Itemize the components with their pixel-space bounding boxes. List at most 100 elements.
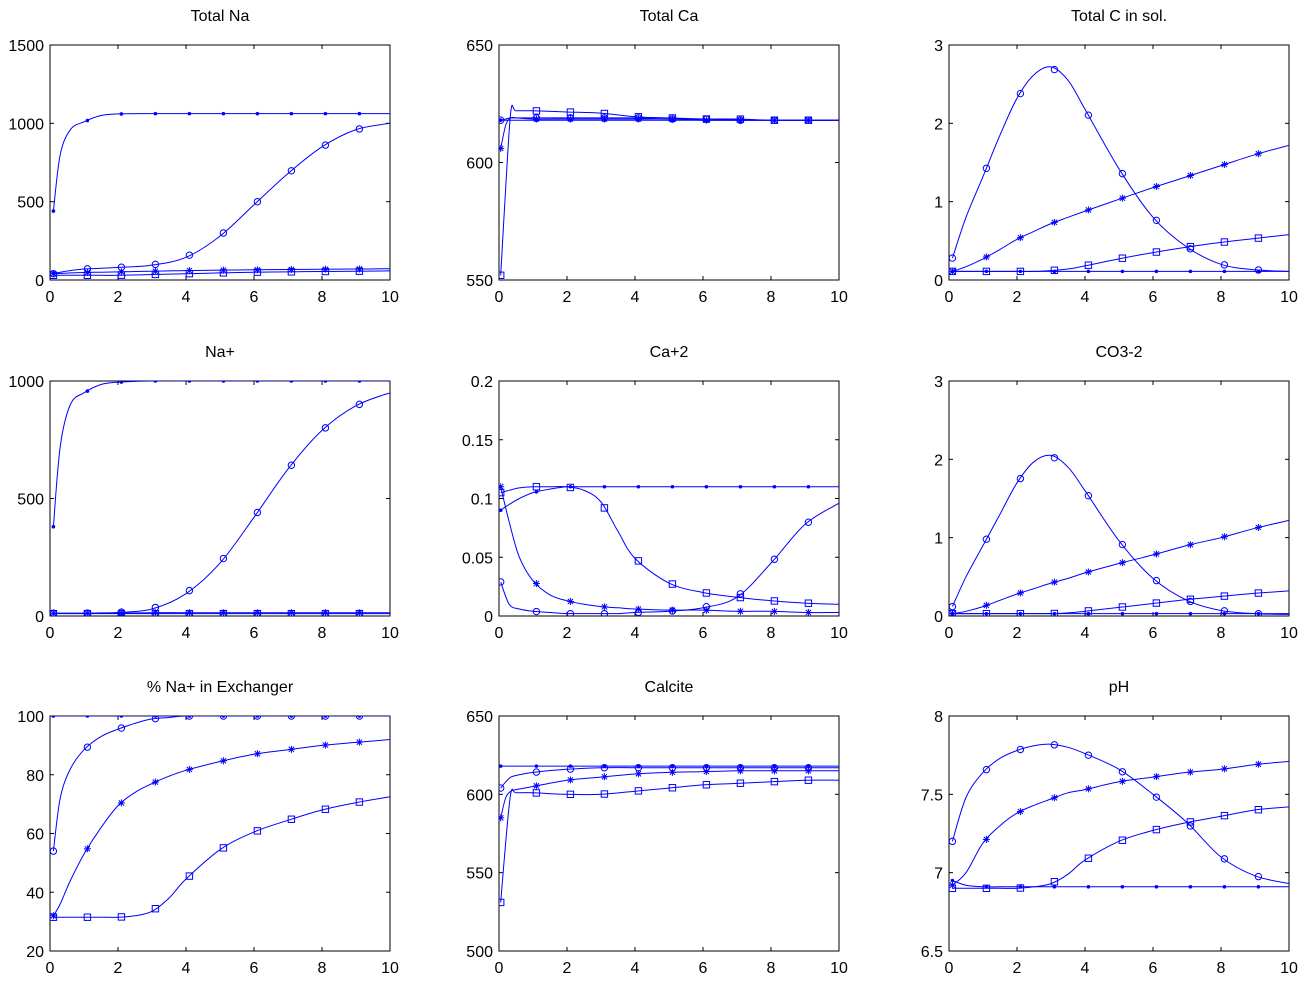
chart-8-series-1-marker-6 bbox=[1152, 793, 1161, 801]
chart-6-series-1-marker-5 bbox=[219, 716, 228, 720]
chart-8-series-0-marker-0 bbox=[950, 878, 955, 883]
chart-3-series-3-marker-1 bbox=[83, 609, 92, 616]
chart-4-series-3-marker-0 bbox=[499, 488, 505, 497]
chart-0-series-3-marker-0 bbox=[50, 271, 58, 280]
chart-4-series-0-marker-9 bbox=[806, 484, 811, 489]
chart-2-series-1-marker-9 bbox=[1254, 266, 1263, 274]
chart-4-series-1-marker-9 bbox=[804, 518, 813, 526]
chart-3-series-3-marker-7 bbox=[287, 609, 296, 616]
chart-0-series-3-marker-8 bbox=[321, 267, 330, 276]
chart-8-ytick-label-0: 6.5 bbox=[921, 944, 943, 961]
chart-2-series-3-marker-4 bbox=[1084, 261, 1093, 269]
chart-6-xtick-label-4: 8 bbox=[318, 960, 327, 977]
chart-7-series-2-marker-6 bbox=[702, 768, 710, 776]
chart-panel-7: Calcite 0 2 4 6 8 10 500 550 600 650 bbox=[466, 679, 848, 977]
chart-4-xtick-label-2: 4 bbox=[631, 625, 640, 642]
chart-3-series-0-marker-9 bbox=[357, 381, 362, 383]
chart-7-series-0-marker-5 bbox=[670, 764, 675, 768]
chart-2-series-3-marker-2 bbox=[1016, 267, 1025, 276]
chart-6-series-3-marker-7 bbox=[287, 815, 296, 823]
chart-7-xtick-label-3: 6 bbox=[699, 960, 708, 977]
chart-3-series-0-marker-6 bbox=[255, 381, 260, 383]
chart-7-series-3-marker-6 bbox=[702, 781, 711, 789]
chart-2-series-2-marker-5 bbox=[1118, 194, 1126, 202]
chart-4-series-0-marker-0 bbox=[499, 508, 503, 513]
chart-6-series-0-marker-1 bbox=[85, 716, 90, 718]
chart-4-xtick-label-5: 10 bbox=[830, 625, 848, 642]
chart-6-series-3-marker-8 bbox=[321, 805, 330, 813]
chart-5-series-3-marker-7 bbox=[1186, 595, 1195, 603]
chart-2-series-2-line bbox=[952, 144, 1289, 272]
chart-4-series-1-marker-8 bbox=[770, 555, 779, 563]
chart-6-series-3-marker-9 bbox=[355, 798, 364, 806]
chart-panel-1: Total Ca 0 2 4 6 8 10 550 600 650 bbox=[466, 8, 848, 306]
chart-2-series-1-marker-5 bbox=[1118, 169, 1127, 178]
chart-panel-3: Na+ 0 2 4 6 8 10 0 500 1000 bbox=[8, 344, 399, 642]
chart-4-series-3-marker-9 bbox=[804, 599, 813, 607]
chart-4-series-1-marker-7 bbox=[736, 590, 745, 598]
chart-1-series-3-marker-4 bbox=[634, 113, 643, 121]
chart-8-series-3-marker-1 bbox=[982, 884, 991, 893]
chart-panel-4: Ca+2 0 2 4 6 8 10 0 0.05 0.1 0.15 0.2 bbox=[462, 344, 848, 642]
chart-5-series-2-marker-7 bbox=[1186, 541, 1194, 549]
chart-7-series-3-line bbox=[500, 779, 839, 903]
chart-5-ytick-label-2: 2 bbox=[934, 452, 943, 469]
chart-7-ytick-label-1: 550 bbox=[466, 866, 493, 883]
chart-8-series-2-marker-2 bbox=[1016, 808, 1024, 816]
chart-3-series-3-marker-8 bbox=[321, 609, 330, 616]
chart-6-series-2-marker-3 bbox=[151, 778, 159, 786]
chart-6-series-3-marker-6 bbox=[253, 827, 262, 835]
chart-3-series-1-marker-9 bbox=[355, 400, 364, 409]
chart-4-series-3-marker-2 bbox=[566, 483, 575, 492]
chart-7-series-1-line bbox=[500, 767, 839, 789]
chart-1-series-3-line bbox=[500, 104, 839, 276]
chart-3-series-0-marker-0 bbox=[51, 524, 56, 529]
chart-8-series-0-marker-6 bbox=[1154, 884, 1159, 889]
chart-8-series-1-line bbox=[951, 743, 1289, 885]
chart-3-series-1-marker-4 bbox=[185, 586, 194, 595]
chart-8-series-0-marker-8 bbox=[1222, 884, 1227, 889]
chart-5-series-3-marker-3 bbox=[1050, 609, 1059, 616]
chart-3-series-0-marker-1 bbox=[85, 389, 90, 393]
chart-6-series-1-marker-9 bbox=[355, 716, 364, 720]
chart-6-series-2-marker-0 bbox=[50, 912, 57, 920]
chart-7-series-2-marker-3 bbox=[600, 773, 608, 781]
chart-6-series-1-marker-7 bbox=[287, 716, 296, 720]
chart-2-series-1-marker-2 bbox=[1016, 89, 1025, 98]
chart-4-series-2-marker-1 bbox=[532, 580, 540, 588]
chart-2-series-1-marker-8 bbox=[1220, 261, 1229, 269]
chart-6-series-1-marker-0 bbox=[50, 847, 58, 855]
chart-0-series-3-marker-4 bbox=[185, 269, 194, 278]
chart-8-series-0-marker-5 bbox=[1120, 884, 1125, 889]
chart-0-series-1-marker-7 bbox=[287, 167, 296, 175]
chart-panel-5: CO3-2 0 2 4 6 8 10 0 1 2 3 bbox=[934, 344, 1298, 642]
chart-1-series-3-marker-7 bbox=[736, 115, 745, 123]
chart-4-xtick-label-0: 0 bbox=[495, 625, 504, 642]
chart-5-xtick-label-1: 2 bbox=[1013, 625, 1022, 642]
chart-7-xtick-label-0: 0 bbox=[495, 960, 504, 977]
chart-6-series-3-marker-1 bbox=[83, 913, 92, 921]
chart-6-series-3-marker-0 bbox=[50, 913, 58, 921]
chart-2-series-0-marker-5 bbox=[1120, 269, 1125, 274]
chart-2-series-0-marker-8 bbox=[1222, 269, 1227, 274]
chart-3-series-0-line bbox=[52, 381, 390, 527]
chart-2-xtick-label-4: 8 bbox=[1217, 289, 1226, 306]
chart-8-ytick-label-2: 7.5 bbox=[921, 787, 943, 804]
chart-3-series-1-marker-6 bbox=[253, 508, 262, 517]
chart-6-series-3-marker-4 bbox=[185, 872, 194, 880]
chart-2-series-1-marker-6 bbox=[1152, 216, 1161, 225]
chart-5-series-3-marker-8 bbox=[1220, 592, 1229, 600]
chart-5-series-0-marker-7 bbox=[1188, 611, 1193, 616]
chart-0-series-0-marker-1 bbox=[85, 118, 90, 123]
chart-5-xtick-label-5: 10 bbox=[1280, 625, 1298, 642]
chart-8-series-0-marker-9 bbox=[1256, 884, 1261, 889]
chart-8-xtick-label-0: 0 bbox=[945, 960, 954, 977]
chart-0-series-3-marker-5 bbox=[219, 269, 228, 277]
chart-0-ytick-label-1: 500 bbox=[17, 195, 44, 212]
chart-6-ytick-label-1: 40 bbox=[26, 885, 44, 902]
chart-5-ytick-label-0: 0 bbox=[934, 609, 943, 626]
chart-panel-2: Total C in sol. 0 2 4 6 8 10 0 1 2 3 bbox=[934, 8, 1298, 306]
chart-0-ytick-label-0: 0 bbox=[35, 273, 44, 290]
chart-0-series-0-marker-6 bbox=[255, 111, 260, 116]
chart-5-ytick-label-1: 1 bbox=[934, 531, 943, 548]
